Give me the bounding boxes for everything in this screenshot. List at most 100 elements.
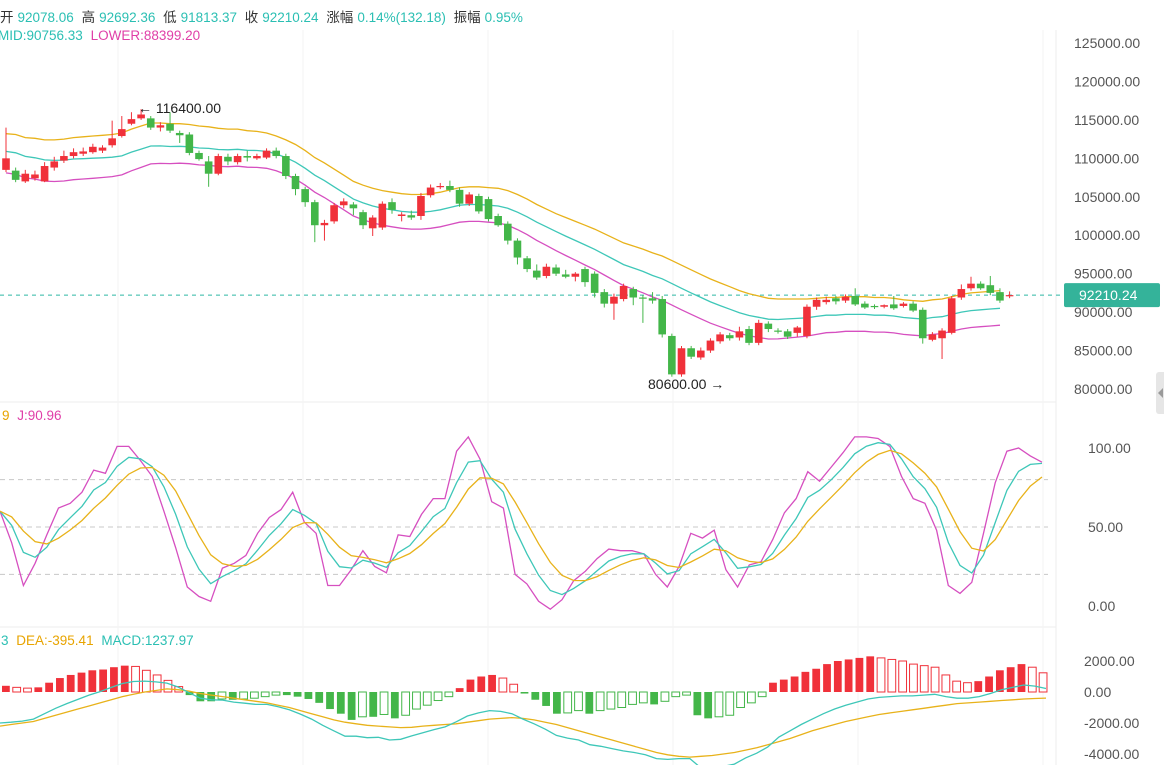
macd-histogram-bar: [120, 665, 129, 692]
price-tick-label: 105000.00: [1074, 189, 1140, 205]
candle-body: [938, 330, 946, 339]
macd-histogram-bar: [207, 692, 216, 702]
open-label: 开: [0, 10, 14, 25]
candle-body: [822, 299, 831, 303]
open-value: 92078.06: [17, 10, 74, 25]
kdj-legend: 9 J:90.96: [2, 408, 66, 423]
price-tick-label: 125000.00: [1074, 35, 1140, 51]
macd-histogram-bar: [704, 692, 713, 719]
macd-dif-legend: 3: [1, 633, 9, 648]
macd-histogram-bar: [45, 682, 53, 692]
macd-histogram-bar: [260, 691, 270, 698]
macd-histogram-bar: [88, 670, 97, 692]
kdj-d-legend: 9: [2, 408, 10, 423]
candle-body: [504, 223, 512, 241]
macd-histogram-bar: [801, 671, 810, 692]
macd-histogram-bar: [336, 692, 345, 714]
candle-body: [475, 196, 483, 212]
candle-body: [706, 340, 715, 351]
macd-histogram-bar: [498, 677, 508, 693]
macd-histogram-bar: [941, 674, 951, 693]
candle-body: [610, 296, 618, 304]
macd-histogram-bar: [217, 691, 227, 700]
candle-body: [79, 151, 87, 154]
macd-histogram-bar: [239, 691, 248, 700]
candle-body: [619, 285, 628, 300]
macd-histogram-bar: [812, 668, 821, 692]
boll-mid-legend: MID:90756.33: [0, 28, 83, 43]
candle-body: [146, 118, 155, 128]
candle-body: [687, 348, 695, 357]
candle-body: [909, 303, 917, 311]
macd-histogram-bar: [390, 692, 399, 719]
candle-body: [31, 174, 39, 179]
candle-body: [195, 152, 203, 160]
candle-body: [812, 299, 821, 307]
candle-body: [185, 134, 194, 153]
candle-body: [832, 298, 840, 302]
candle-body: [957, 289, 966, 298]
candle-body: [60, 156, 68, 161]
candle-body: [590, 273, 599, 293]
price-tick-label: 80000.00: [1074, 381, 1133, 397]
macd-tick-label: 0.00: [1084, 684, 1111, 700]
kdj-tick-label: 0.00: [1088, 598, 1115, 614]
macd-dea-legend: DEA:-395.41: [16, 633, 94, 648]
low-annotation: 80600.00 →: [648, 376, 724, 392]
macd-histogram-bar: [131, 665, 140, 693]
candle-body: [301, 189, 309, 203]
macd-histogram-bar: [746, 691, 756, 704]
candle-body: [127, 119, 136, 124]
price-tick-label: 110000.00: [1074, 150, 1139, 166]
macd-histogram-bar: [769, 682, 777, 692]
macd-histogram-bar: [660, 691, 670, 702]
macd-histogram-bar: [638, 691, 648, 704]
low-value: 91813.37: [180, 10, 237, 25]
candle-body: [156, 125, 165, 128]
kdj-j-line: [0, 435, 1043, 611]
macd-histogram-bar: [66, 674, 75, 692]
panel-collapse-handle[interactable]: [1156, 372, 1164, 414]
macd-histogram-bar: [304, 692, 313, 699]
macd-histogram-bar: [477, 676, 486, 692]
price-tick-label: 90000.00: [1074, 304, 1133, 320]
candle-body: [764, 323, 773, 330]
macd-histogram-bar: [422, 691, 432, 706]
candle-body: [600, 292, 609, 304]
candle-body: [388, 202, 396, 210]
kdj-d-line: [0, 449, 1043, 582]
macd-histogram-bar: [995, 670, 1004, 692]
macd-histogram-bar: [919, 665, 929, 693]
last-price-tag-bg: [1064, 283, 1160, 308]
kdj-tick-label: 50.00: [1088, 519, 1123, 535]
candle-body: [552, 267, 560, 274]
macd-histogram-bar: [196, 692, 205, 702]
candle-body: [841, 296, 850, 301]
macd-histogram-bar: [542, 692, 550, 706]
macd-histogram-bar: [682, 691, 691, 696]
candle-body: [725, 335, 734, 339]
candle-body: [793, 327, 802, 333]
macd-histogram-bar: [1027, 666, 1037, 693]
macd-histogram-bar: [401, 691, 411, 716]
macd-histogram-bar: [271, 691, 281, 696]
candle-body: [581, 269, 589, 283]
candle-body: [407, 215, 416, 218]
macd-histogram-bar: [985, 676, 993, 692]
candle-body: [204, 161, 213, 174]
macd-histogram-bar: [714, 691, 724, 718]
macd-histogram-bar: [293, 692, 302, 697]
macd-histogram-bar: [553, 692, 561, 714]
macd-histogram-bar: [606, 691, 616, 710]
candle-body: [417, 196, 425, 216]
close-value: 92210.24: [262, 10, 319, 25]
candle-body: [233, 156, 242, 163]
macd-histogram-bar: [671, 691, 681, 698]
macd-histogram-bar: [412, 691, 421, 710]
amp-label: 振幅: [453, 10, 481, 25]
macd-histogram-bar: [779, 679, 788, 692]
candle-body: [658, 299, 666, 335]
macd-histogram-bar: [531, 692, 540, 700]
candle-body: [677, 348, 686, 375]
